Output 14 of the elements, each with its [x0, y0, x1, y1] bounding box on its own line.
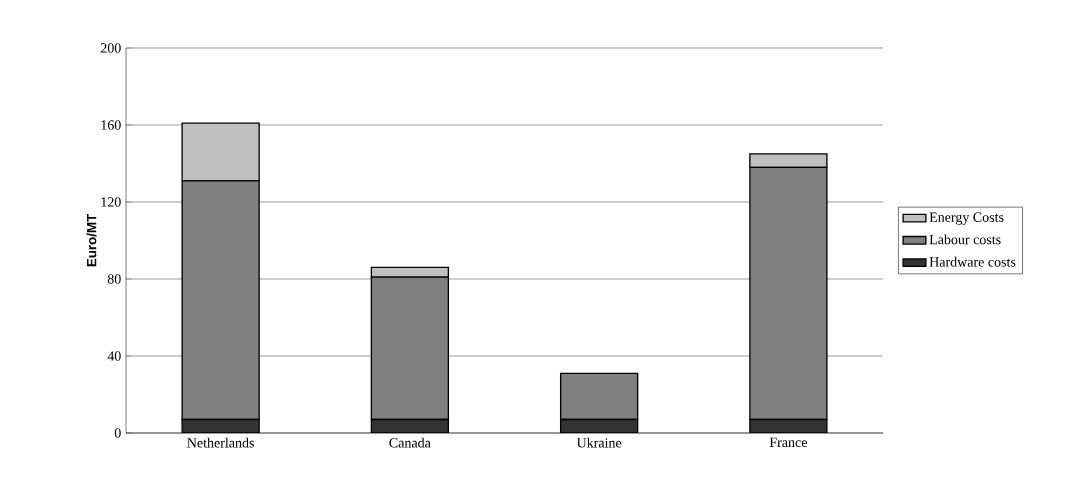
legend-label: Labour costs — [929, 234, 1001, 245]
y-tick-label: 40 — [107, 351, 121, 361]
x-tick-label: France — [769, 437, 807, 448]
legend-label: Hardware costs — [929, 256, 1016, 267]
y-tick-label: 0 — [114, 428, 121, 438]
y-tick-label: 160 — [101, 120, 121, 130]
x-tick-label: Canada — [389, 437, 431, 448]
y-axis-title: Euro/MT — [86, 213, 97, 267]
y-tick-label: 120 — [101, 197, 121, 207]
y-tick-label: 200 — [100, 43, 121, 53]
x-tick-label: Ukraine — [576, 437, 622, 448]
legend-label: Energy Costs — [929, 212, 1004, 225]
y-tick-label: 80 — [107, 274, 121, 284]
x-tick-label: Netherlands — [187, 437, 254, 448]
